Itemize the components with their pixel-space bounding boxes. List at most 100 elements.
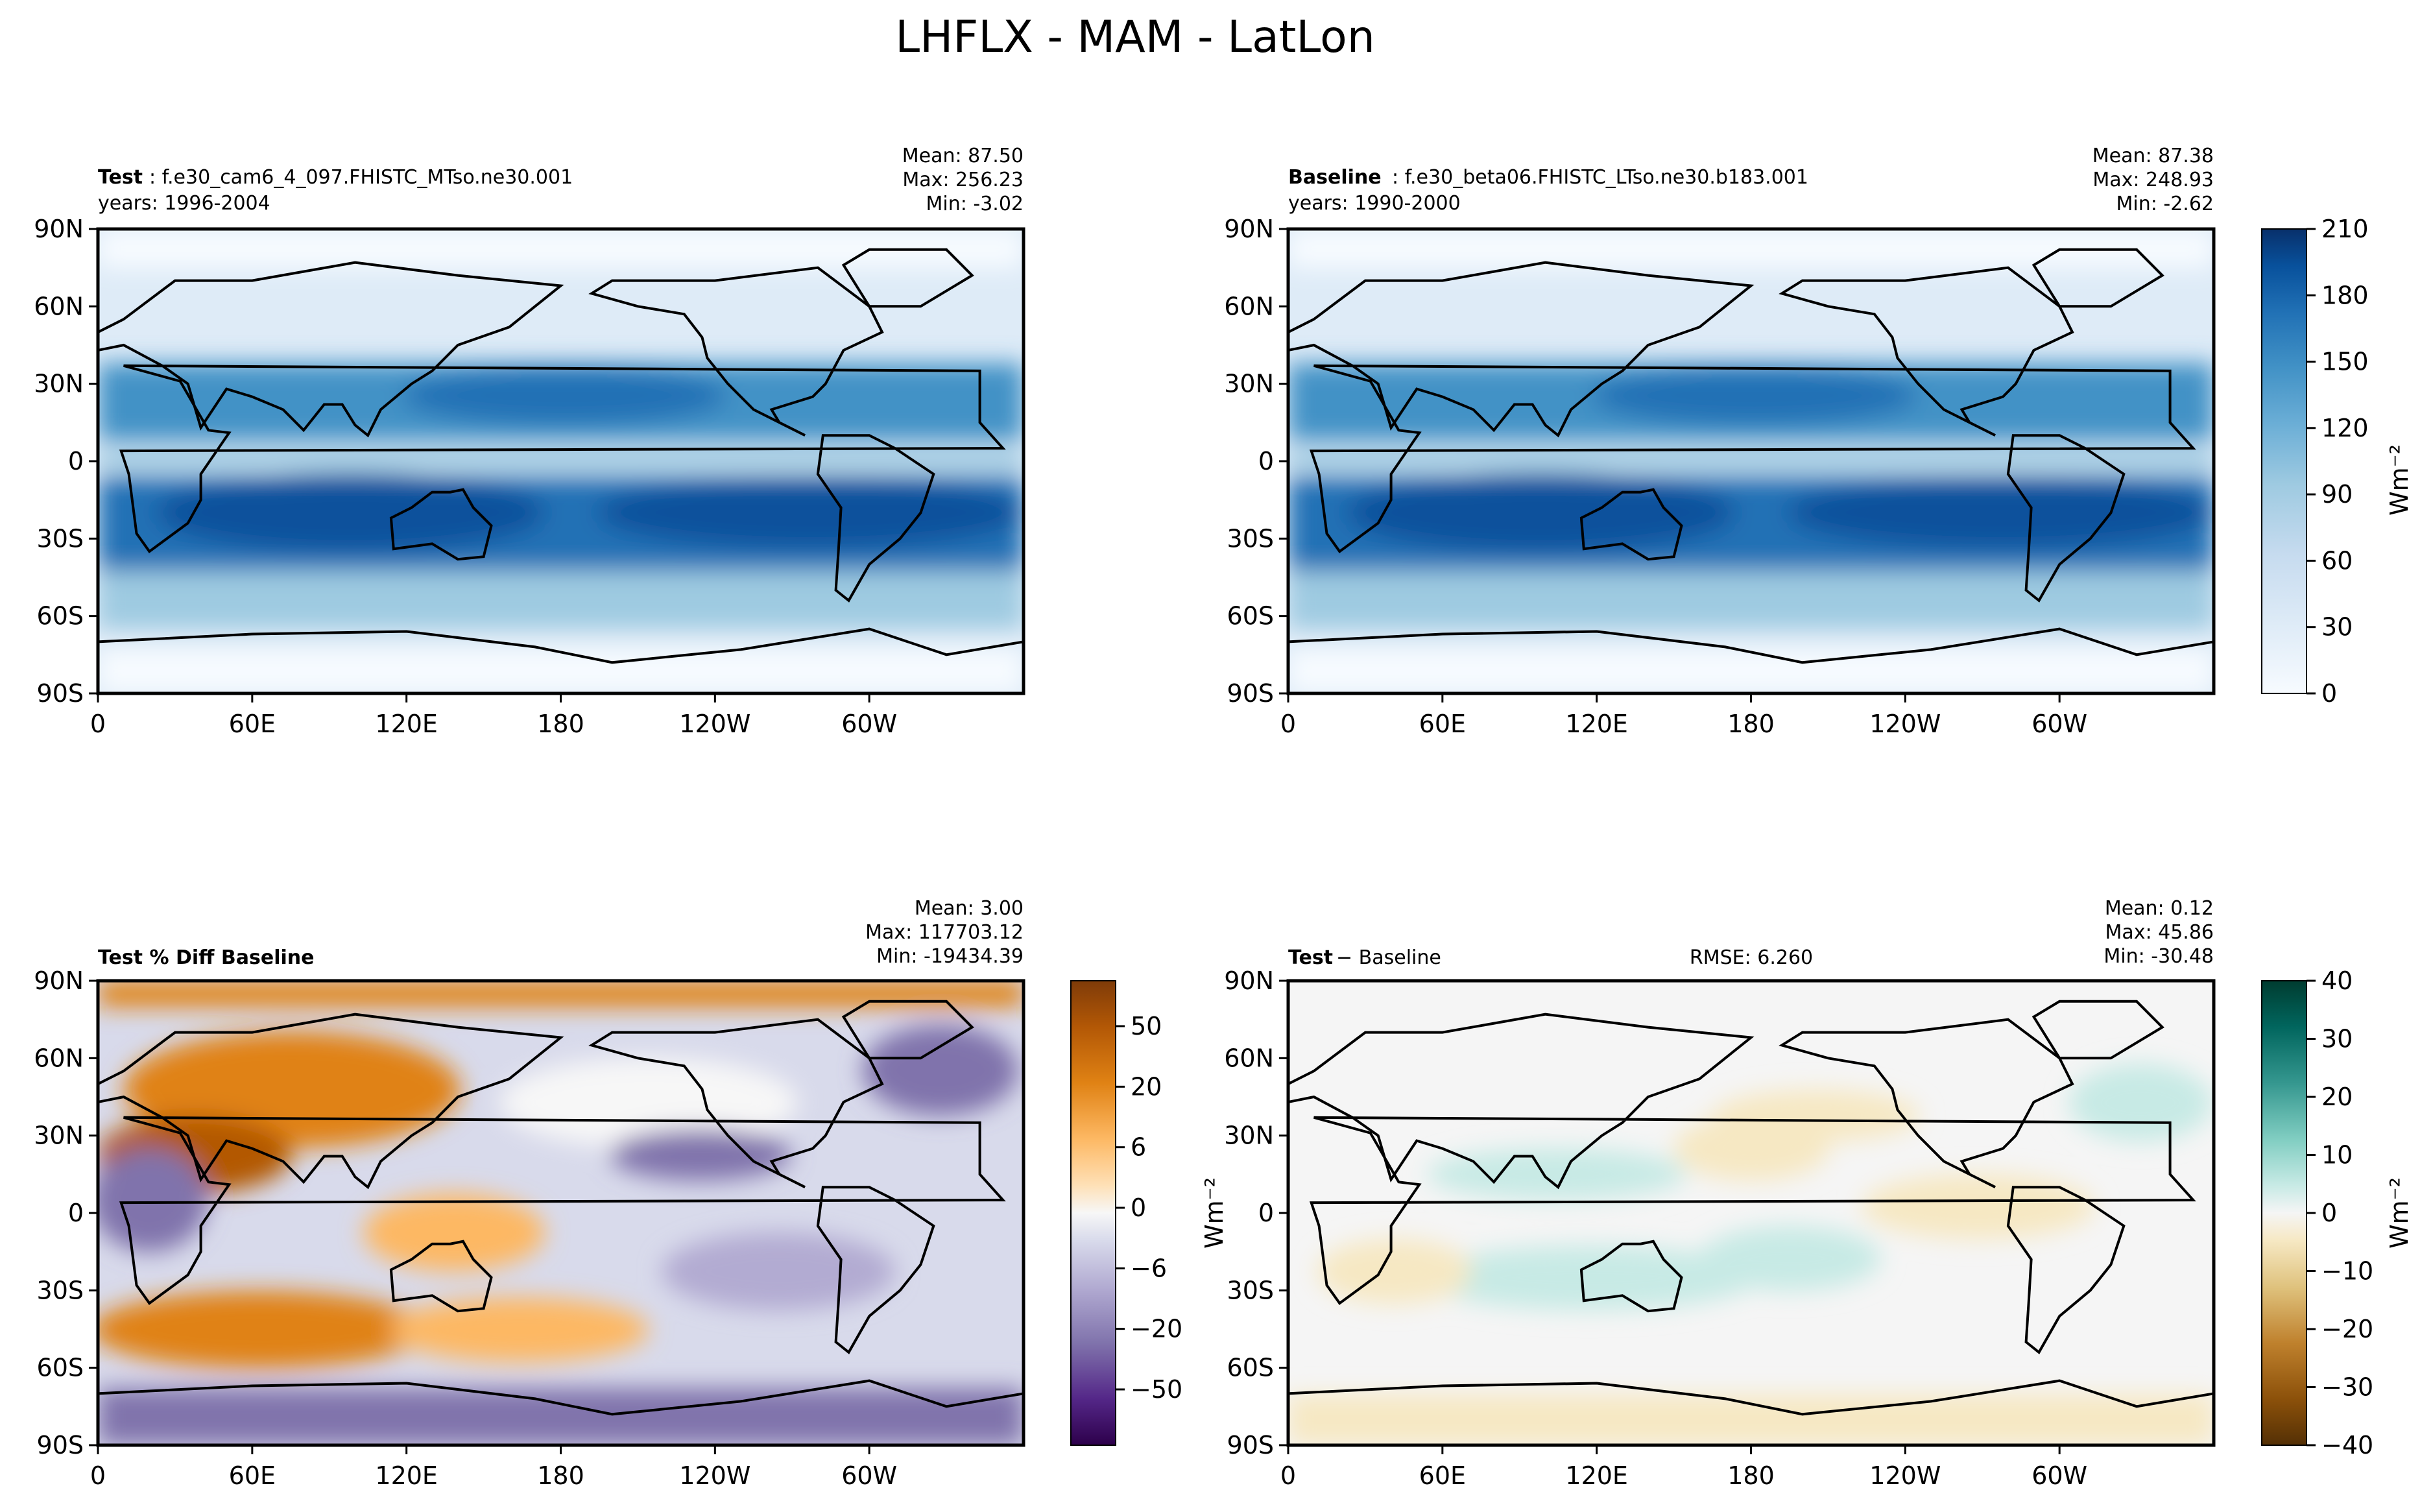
colorbar-tick-label: 40 [2321, 966, 2353, 995]
pctdiff-stat-min: Min: -19434.39 [876, 945, 1024, 968]
panel-test: Test : f.e30_cam6_4_097.FHISTC_MTso.ne30… [96, 145, 1025, 695]
colorbar-tick-label: 30 [2321, 1025, 2353, 1053]
test-title-bold: Test [98, 166, 143, 189]
diff-stat-mean: Mean: 0.12 [2105, 897, 2214, 920]
lat-tick-label: 90S [37, 679, 84, 708]
lon-tick-label: 120W [679, 1461, 750, 1490]
test-stat-max: Max: 256.23 [902, 169, 1024, 191]
lat-tick-label: 30S [1227, 524, 1274, 553]
pctdiff-stat-max: Max: 117703.12 [865, 921, 1024, 944]
baseline-stat-min: Min: -2.62 [2116, 193, 2214, 215]
baseline-stat-mean: Mean: 87.38 [2092, 145, 2214, 167]
lat-tick-label: 90S [37, 1431, 84, 1459]
lon-tick-label: 180 [1727, 1461, 1775, 1490]
lat-tick-label: 30N [34, 1122, 84, 1150]
colorbar-mean-label: Wm⁻² [2385, 444, 2414, 516]
panel-pctdiff: Test % Diff Baseline Mean: 3.00 Max: 117… [96, 897, 1025, 1447]
lat-tick-label: 60N [34, 292, 84, 320]
colorbar-tick-label: 180 [2321, 281, 2369, 309]
lat-tick-label: 60N [1224, 1044, 1274, 1072]
lat-tick-label: 60N [1224, 292, 1274, 320]
colorbar-tick-label: 50 [1131, 1012, 1162, 1040]
panel-baseline: Baseline : f.e30_beta06.FHISTC_LTso.ne30… [1286, 145, 2216, 695]
lon-tick-label: 180 [537, 710, 584, 738]
colorbar-tick-label: 90 [2321, 480, 2353, 509]
lat-tick-label: 60S [37, 602, 84, 630]
colorbar-tick-label: 0 [1131, 1194, 1146, 1222]
lon-tick-label: 60W [2031, 710, 2087, 738]
colorbar-tick-label: −20 [1131, 1315, 1182, 1343]
colorbar-tick-label: −20 [2321, 1315, 2373, 1343]
colorbar-tick-label: 120 [2321, 414, 2369, 442]
colorbar-diff: 40 30 20 10 0 −10 −20 −30 −40 Wm⁻² Wm⁻² [1200, 966, 2414, 1459]
lon-tick-label: 120W [679, 710, 750, 738]
lon-tick-label: 60W [2031, 1461, 2087, 1490]
baseline-title-rest: : f.e30_beta06.FHISTC_LTso.ne30.b183.001 [1392, 166, 1808, 189]
lon-tick-label: 120E [375, 710, 438, 738]
figure-title: LHFLX - MAM - LatLon [895, 12, 1375, 63]
lon-tick-label: 60W [841, 710, 897, 738]
lat-tick-label: 90N [1224, 215, 1274, 243]
land-outline [98, 1000, 1024, 1445]
diff-rmse: RMSE: 6.260 [1690, 946, 1813, 969]
test-map-field [98, 229, 1024, 693]
colorbar-tick-label: −40 [2321, 1431, 2373, 1459]
diff-title-rest: − Baseline [1336, 946, 1441, 969]
land-outline [98, 248, 1024, 693]
lat-tick-label: 90N [1224, 966, 1274, 995]
lat-tick-label: 30N [1224, 1122, 1274, 1150]
lon-tick-label: 0 [90, 1461, 106, 1490]
lon-tick-label: 60E [229, 1461, 276, 1490]
lon-tick-label: 0 [1280, 1461, 1296, 1490]
lon-tick-label: 60E [1419, 1461, 1466, 1490]
lat-tick-label: 30N [34, 370, 84, 398]
lat-tick-label: 0 [1258, 447, 1274, 475]
test-title-rest: : f.e30_cam6_4_097.FHISTC_MTso.ne30.001 [149, 166, 573, 189]
lat-tick-label: 60S [1227, 602, 1274, 630]
colorbar-mean: 210 180 150 120 90 60 30 0 Wm⁻² [2261, 215, 2414, 708]
colorbar-diff-label: Wm⁻² [2385, 1177, 2414, 1249]
baseline-years: years: 1990-2000 [1288, 192, 1461, 215]
panel-diff: Test − Baseline RMSE: 6.260 Mean: 0.12 M… [1286, 897, 2216, 1447]
diff-title-bold: Test [1288, 946, 1333, 969]
baseline-title-bold: Baseline [1288, 166, 1382, 189]
land-outline [1288, 248, 2214, 693]
diff-map-field [1288, 981, 2214, 1445]
diff-stat-min: Min: -30.48 [2103, 945, 2214, 968]
diff-stat-max: Max: 45.86 [2105, 921, 2214, 944]
test-stat-min: Min: -3.02 [926, 193, 1024, 215]
lon-tick-label: 120W [1869, 710, 1941, 738]
baseline-stat-max: Max: 248.93 [2092, 169, 2214, 191]
colorbar-tick-label: −50 [1131, 1375, 1182, 1404]
colorbar-tick-label: 0 [2321, 1199, 2337, 1227]
lat-tick-label: 0 [1258, 1199, 1274, 1227]
pctdiff-map-field [98, 981, 1024, 1445]
colorbar-tick-label: 6 [1131, 1133, 1146, 1162]
colorbar-diff-left-label: Wm⁻² [1200, 1177, 1228, 1249]
lat-tick-label: 90S [1227, 679, 1274, 708]
colorbar-tick-label: −6 [1131, 1254, 1167, 1282]
lon-tick-label: 0 [90, 710, 106, 738]
lat-tick-label: 30S [37, 1276, 84, 1304]
lon-tick-label: 60E [229, 710, 276, 738]
lat-tick-label: 60S [1227, 1354, 1274, 1382]
lon-tick-label: 60W [841, 1461, 897, 1490]
lat-tick-label: 90N [34, 215, 84, 243]
pctdiff-stat-mean: Mean: 3.00 [915, 897, 1024, 920]
lon-tick-label: 120E [375, 1461, 438, 1490]
colorbar-tick-label: 210 [2321, 215, 2369, 243]
lat-tick-label: 30N [1224, 370, 1274, 398]
lat-tick-label: 30S [1227, 1276, 1274, 1304]
lat-tick-label: 90S [1227, 1431, 1274, 1459]
lon-tick-label: 180 [1727, 710, 1775, 738]
pctdiff-title: Test % Diff Baseline [98, 946, 315, 969]
lon-tick-label: 0 [1280, 710, 1296, 738]
colorbar-tick-label: 150 [2321, 348, 2369, 376]
land-outline [1288, 1000, 2214, 1445]
test-years: years: 1996-2004 [98, 192, 270, 215]
lon-tick-label: 180 [537, 1461, 584, 1490]
lat-tick-label: 90N [34, 966, 84, 995]
colorbar-tick-label: 20 [2321, 1083, 2353, 1111]
